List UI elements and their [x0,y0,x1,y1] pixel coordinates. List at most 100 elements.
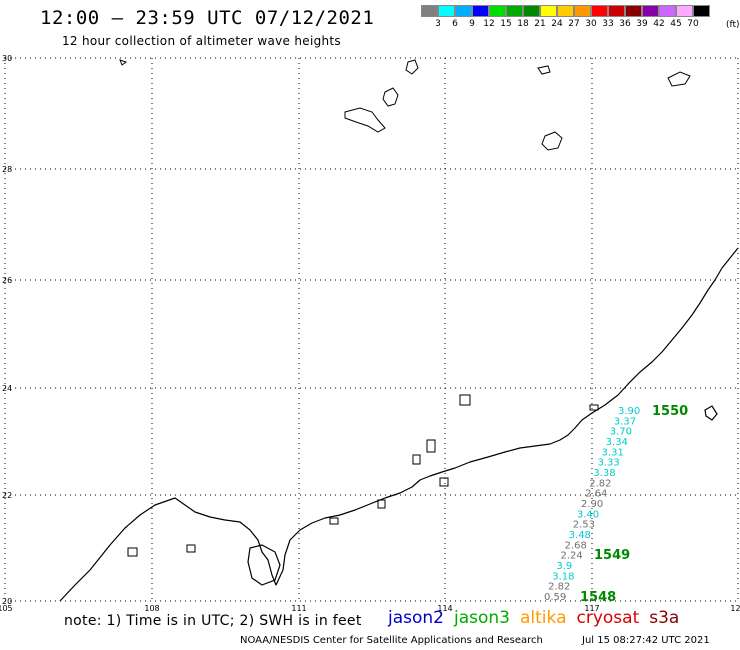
lat-tick-label: 26 [2,276,12,285]
legend-label: 39 [636,19,648,29]
island-outline [186,544,196,553]
legend-label: 3 [435,19,441,29]
satellite-name: altika [520,608,567,628]
timestamp-text: Jul 15 08:27:42 UTC 2021 [582,635,710,646]
legend-swatch [523,5,540,17]
legend-label: 33 [602,19,614,29]
legend-label: 36 [619,19,631,29]
swh-value-label: 3.31 [602,447,624,458]
legend-swatch [489,5,506,17]
legend-label: 45 [670,19,682,29]
satellite-name: jason3 [454,608,510,628]
legend-labels: 3 6 9 12 15 18 21 24 27 30 33 36 39 42 45 70 [421,17,710,31]
swh-value-label: 2.82 [548,582,570,593]
island-outline [426,439,436,453]
island-outline [329,517,339,525]
swh-value-label: 2.53 [573,520,595,531]
legend-swatch [438,5,455,17]
island-outline [377,499,386,509]
credit-text: NOAA/NESDIS Center for Satellite Applica… [240,635,543,646]
legend-swatch [557,5,574,17]
lat-tick-label: 24 [2,384,12,393]
footer-note: note: 1) Time is in UTC; 2) SWH is in fe… [64,613,362,629]
swh-value-label: 3.40 [577,509,599,520]
swh-value-label: 2.90 [581,499,603,510]
track-label: 1550 [652,404,688,419]
lake-outline [382,87,399,107]
legend-label: 30 [585,19,597,29]
legend-label: 18 [517,19,529,29]
island-outline [439,477,449,487]
lake-outline [541,131,563,151]
legend-swatch [693,5,710,17]
legend-swatch [455,5,472,17]
legend-label: 27 [568,19,580,29]
legend-label: 42 [653,19,665,29]
legend-label: 70 [687,19,699,29]
legend-swatch [659,5,676,17]
swh-value-label: 2.24 [560,551,582,562]
lon-tick-label: 108 [144,604,159,613]
legend-swatch [472,5,489,17]
swh-value-label: 2.64 [585,489,607,500]
legend-swatch [591,5,608,17]
chart-title: 12:00 — 23:59 UTC 07/12/2021 [40,7,375,29]
lat-tick-label: 30 [2,54,12,63]
lake-outline [344,107,386,133]
legend-label: 6 [452,19,458,29]
satellite-name: s3a [649,608,680,628]
lat-tick-label: 28 [2,165,12,174]
island-outline [247,544,281,586]
swh-value-label: 3.33 [597,458,619,469]
lake-outline [667,71,691,87]
lake-outline [537,65,551,75]
legend-label: 21 [534,19,546,29]
lake-outline [405,59,419,75]
swh-value-label: 2.82 [589,478,611,489]
lon-tick-label: 117 [584,604,599,613]
island-outline [459,394,471,406]
swh-value-label: 3.48 [569,530,591,541]
legend-swatch [421,5,438,17]
swh-value-label: 3.37 [614,416,636,427]
lon-tick-label: 105 [0,604,13,613]
swh-value-label: 3.90 [618,406,640,417]
legend-swatch [676,5,693,17]
island-outline [127,547,138,557]
chart-subtitle: 12 hour collection of altimeter wave hei… [62,34,341,48]
lat-tick-label: 22 [2,491,12,500]
swh-value-label: 3.38 [593,468,615,479]
legend-swatch [506,5,523,17]
satellite-legend: jason2 jason3 altika cryosat s3a [388,608,689,628]
legend-swatch [608,5,625,17]
swh-value-label: 3.18 [552,571,574,582]
legend-swatch [540,5,557,17]
lon-tick-label: 114 [437,604,452,613]
island-outline [704,405,718,421]
legend-label: 12 [483,19,495,29]
track-label: 1549 [594,548,630,563]
satellite-name: jason2 [388,608,444,628]
lon-tick-label: 111 [291,604,306,613]
swh-value-label: 3.9 [556,561,572,572]
island-outline [589,404,599,411]
swh-value-label: 2.68 [565,540,587,551]
legend-label: 15 [500,19,512,29]
satellite-name: cryosat [576,608,640,628]
legend-label: 9 [469,19,475,29]
lon-tick-label: 120 [730,604,740,613]
color-scale-legend: 3 6 9 12 15 18 21 24 27 30 33 36 39 42 45 70 (ft) [421,5,740,31]
lat-tick-label: 20 [2,597,12,606]
swh-value-label: 0.59 [544,592,566,603]
legend-swatches [421,5,710,17]
legend-swatch [574,5,591,17]
legend-label: 24 [551,19,563,29]
coastline [59,247,739,602]
swh-value-label: 3.70 [610,427,632,438]
swh-value-label: 3.34 [606,437,628,448]
legend-unit: (ft) [726,20,740,30]
lake-outline [119,59,128,66]
legend-swatch [625,5,642,17]
island-outline [412,454,421,465]
